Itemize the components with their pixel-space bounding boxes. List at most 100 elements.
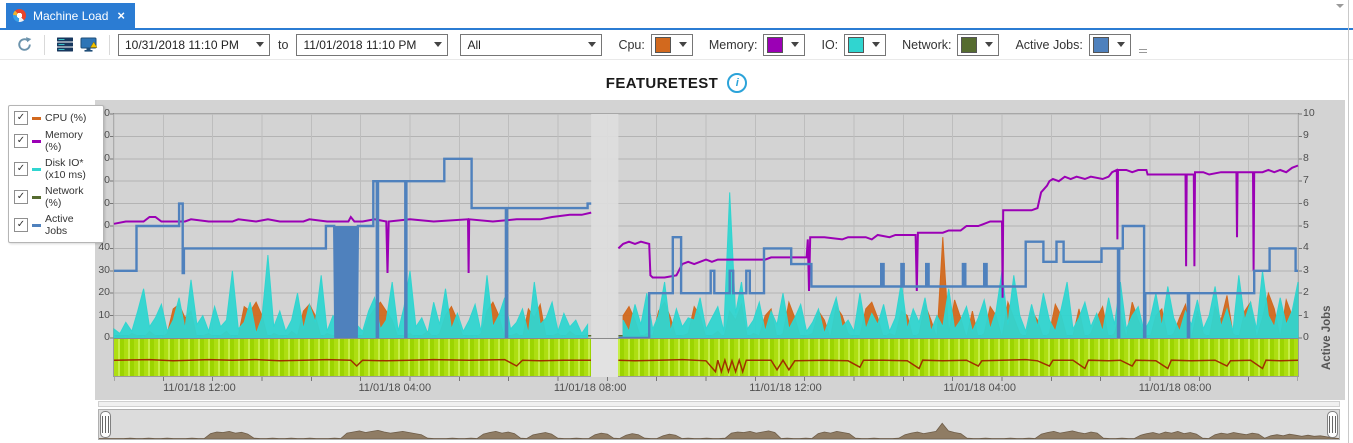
chevron-down-icon [1116, 42, 1125, 47]
right-axis-tick-label: 8 [1303, 151, 1309, 164]
legend-item-memory: ✓ Memory (%) [9, 127, 103, 155]
legend-label: Network (%) [45, 185, 84, 209]
machine-filter-value: All [467, 37, 481, 52]
right-axis-tick-label: 7 [1303, 174, 1309, 187]
separator [109, 34, 110, 55]
range-handle-right[interactable] [1327, 411, 1338, 438]
band-gap [591, 339, 619, 377]
io-color-combo[interactable] [844, 33, 887, 56]
memory-color-combo[interactable] [763, 33, 806, 56]
y-axis-tick-label: 70 [98, 174, 110, 187]
app-logo-icon [13, 9, 26, 22]
toolbar: 10/31/2018 11:10 PM to 11/01/2018 11:10 … [0, 30, 1353, 60]
x-axis-tick-label: 11/01/18 12:00 [749, 382, 822, 394]
network-color-combo[interactable] [957, 33, 1000, 56]
color-pickers: Cpu: Memory: IO: Network: Active Jobs: [602, 33, 1131, 56]
legend-label: CPU (%) [45, 112, 87, 124]
io-color-swatch [848, 36, 865, 53]
chevron-down-icon [588, 42, 597, 47]
legend-checkbox[interactable]: ✓ [14, 218, 28, 232]
legend-checkbox[interactable]: ✓ [14, 162, 28, 176]
chart-title-row: FEATURETEST i [0, 70, 1353, 96]
overview-area [99, 422, 1339, 439]
overview-silhouette [99, 422, 1339, 439]
y-axis-tick-label: 60 [98, 196, 110, 209]
info-icon[interactable]: i [727, 73, 748, 93]
right-axis-tick-label: 9 [1303, 129, 1309, 142]
monitor-warning-icon [80, 37, 98, 52]
x-axis-tick-label: 11/01/18 04:00 [943, 382, 1016, 394]
to-date-value: 11/01/2018 11:10 PM [303, 37, 417, 52]
cpu-color-combo[interactable] [650, 33, 693, 56]
legend-item-network: ✓ Network (%) [9, 183, 103, 211]
overview-range-selector[interactable] [98, 409, 1340, 440]
legend-checkbox[interactable]: ✓ [14, 111, 28, 125]
chart-legend: ✓ CPU (%) ✓ Memory (%) ✓ Disk IO* (x10 ms) ✓ Net… [8, 105, 104, 243]
series-memory [113, 211, 592, 274]
from-date-value: 10/31/2018 11:10 PM [125, 37, 239, 52]
chart-title: FEATURETEST [605, 74, 719, 92]
tab-close-icon[interactable]: × [117, 8, 125, 23]
chevron-down-icon [872, 42, 881, 47]
machine-filter-combo[interactable]: All [460, 33, 603, 56]
tab-bar: Machine Load × [0, 0, 1353, 28]
band-line [114, 358, 592, 368]
chevron-down-icon [985, 42, 994, 47]
x-axis-ticks [114, 377, 1298, 381]
to-label: to [278, 37, 289, 52]
right-axis-title: Active Jobs [1321, 305, 1333, 370]
right-axis-tick-label: 1 [1303, 308, 1309, 321]
y-axis-tick-label: 50 [98, 219, 110, 231]
network-label: Network: [902, 37, 952, 52]
legend-color-dash [32, 223, 41, 227]
band-line [618, 357, 1298, 375]
refresh-icon [17, 37, 31, 51]
y-axis-tick-label: 10 [98, 308, 110, 321]
x-axis-tick-label: 11/01/18 08:00 [1138, 382, 1212, 394]
legend-label: Memory (%) [45, 129, 83, 153]
tab-machine-load[interactable]: Machine Load × [6, 3, 135, 28]
chart-plot[interactable] [110, 113, 1302, 377]
series-disk-io-x10-ms [622, 192, 1299, 339]
legend-checkbox[interactable]: ✓ [14, 190, 28, 204]
right-axis-tick-label: 10 [1303, 107, 1315, 119]
io-label: IO: [821, 37, 839, 52]
legend-color-dash [32, 139, 41, 143]
memory-label: Memory: [708, 37, 758, 52]
y-axis-tick-label: 30 [98, 263, 110, 276]
active-jobs-color-swatch [1092, 36, 1109, 53]
chevron-down-icon [791, 42, 800, 47]
memory-color-swatch [767, 36, 784, 53]
toolbar-overflow-icon[interactable] [1138, 49, 1147, 53]
window-collapse-icon[interactable] [1336, 4, 1344, 8]
right-axis-tick-label: 0 [1303, 331, 1309, 343]
active-jobs-color-combo[interactable] [1088, 33, 1131, 56]
active-jobs-label: Active Jobs: [1015, 37, 1083, 52]
monitor-alert-button[interactable] [77, 33, 101, 57]
chevron-down-icon [256, 42, 264, 47]
tab-underline [0, 28, 1353, 30]
from-date-combo[interactable]: 10/31/2018 11:10 PM [118, 33, 270, 56]
separator [44, 34, 45, 55]
tab-label: Machine Load [33, 8, 109, 23]
right-axis-tick-label: 2 [1303, 286, 1309, 299]
legend-item-cpu: ✓ CPU (%) [9, 109, 103, 127]
servers-button[interactable] [53, 33, 77, 57]
y-axis-tick-label: 80 [98, 151, 110, 164]
y-axis-tick-label: 20 [98, 286, 110, 299]
legend-color-dash [32, 195, 41, 199]
x-axis-tick-label: 11/01/18 04:00 [358, 382, 432, 394]
health-band [114, 338, 1298, 377]
y-axis-tick-label: 40 [98, 241, 110, 254]
y-axis-tick-label: 90 [98, 129, 110, 142]
to-date-combo[interactable]: 11/01/2018 11:10 PM [296, 33, 449, 56]
legend-label: Disk IO* (x10 ms) [45, 157, 86, 181]
chevron-down-icon [678, 42, 687, 47]
range-handle-left[interactable] [100, 411, 111, 438]
legend-color-dash [32, 167, 41, 171]
legend-checkbox[interactable]: ✓ [14, 134, 28, 148]
cpu-color-swatch [654, 36, 671, 53]
refresh-button[interactable] [12, 33, 36, 57]
